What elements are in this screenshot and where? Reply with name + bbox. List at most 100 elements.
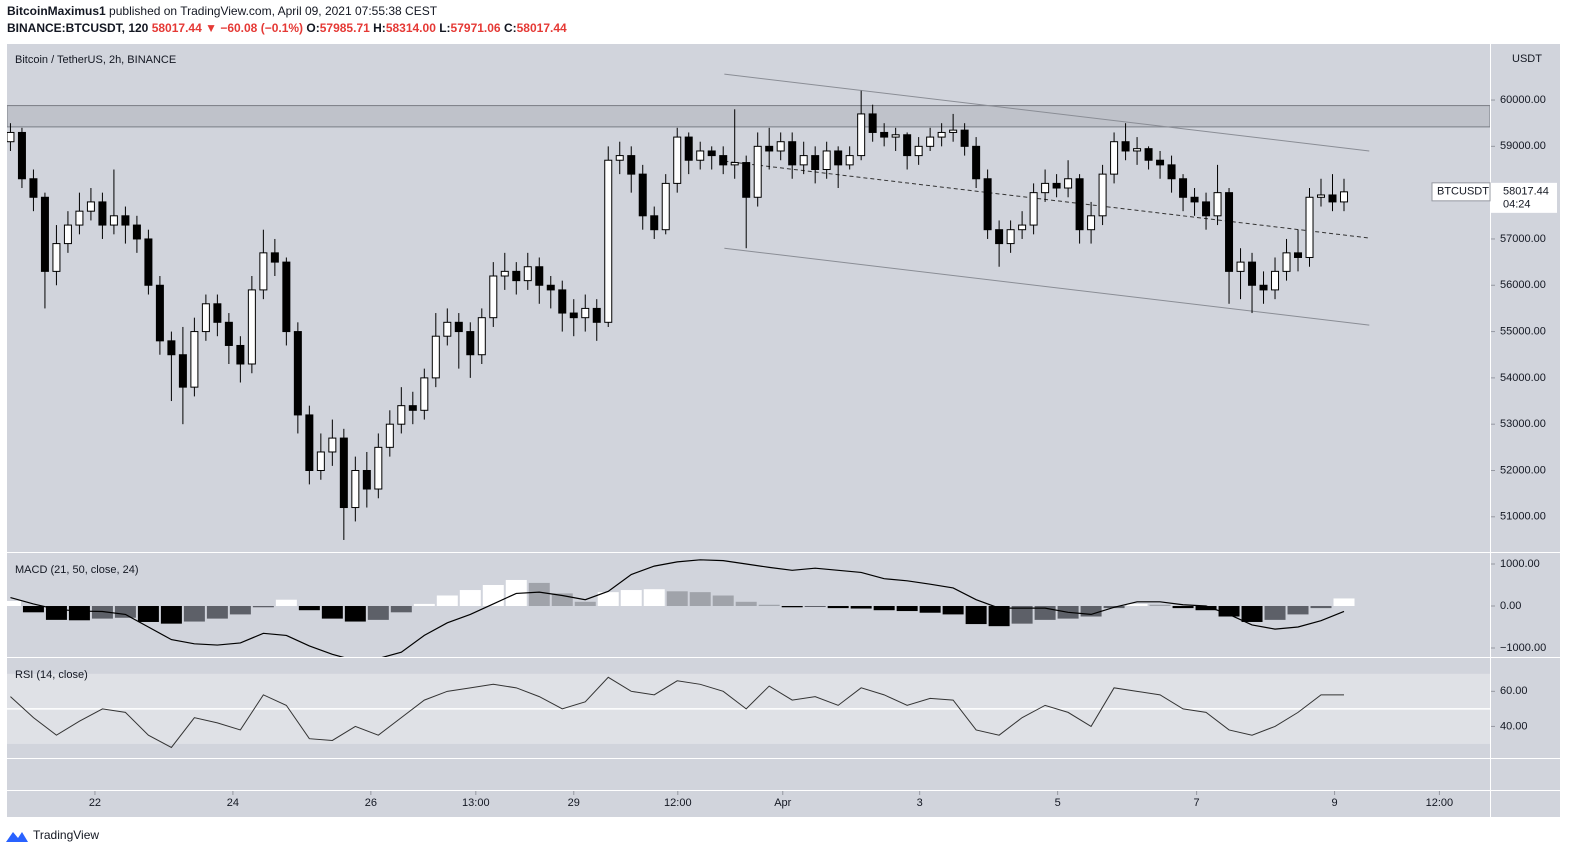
candle-body (914, 145, 923, 157)
candle-body (316, 451, 325, 471)
candle-body (1259, 284, 1268, 291)
candle-body (75, 210, 84, 226)
histogram-bar (689, 592, 711, 607)
candle-body (627, 155, 636, 175)
candle-body (995, 229, 1004, 245)
histogram-bar (781, 606, 803, 608)
candle-body (960, 129, 969, 147)
channel-line (724, 160, 1370, 239)
x-tick-label: 12:00 (1426, 797, 1454, 809)
y-tick-label: 51000.00 (1500, 511, 1546, 523)
symbol-label: BTCUSDT (1437, 186, 1489, 198)
candle-body (1110, 141, 1119, 175)
candle-body (1064, 178, 1073, 189)
candle-body (305, 414, 314, 471)
candle-body (972, 145, 981, 180)
candle-body (109, 215, 118, 226)
candle-body (535, 266, 544, 286)
symbol: BINANCE:BTCUSDT, 120 (7, 21, 149, 35)
publisher: BitcoinMaximus1 (7, 4, 106, 18)
candle-body (500, 270, 509, 277)
y-tick-label: 60.00 (1500, 685, 1528, 697)
histogram-bar (160, 606, 182, 624)
candle-body (1225, 192, 1234, 272)
candle-body (1052, 182, 1061, 189)
symbol-box (1431, 182, 1491, 202)
pane-title: Bitcoin / TetherUS, 2h, BINANCE (15, 54, 176, 66)
candle-body (466, 331, 475, 356)
x-tick-label: 13:00 (462, 797, 490, 809)
y-tick-label: 54000.00 (1500, 372, 1546, 384)
candle-body (178, 354, 187, 388)
histogram-bar (643, 589, 665, 607)
candle-body (1167, 164, 1176, 180)
rsi-pane (7, 673, 1490, 749)
x-tick-label: 7 (1194, 797, 1200, 809)
histogram-bar (528, 582, 550, 607)
candle-body (1098, 173, 1107, 217)
candle-body (121, 215, 130, 226)
candle-body (845, 155, 854, 166)
histogram-bar (1218, 606, 1240, 617)
candle-body (880, 131, 889, 138)
histogram-bar (252, 606, 274, 608)
candle-body (420, 377, 429, 411)
y-tick-label: 59000.00 (1500, 140, 1546, 152)
candle-body (270, 252, 279, 263)
candle-body (983, 178, 992, 231)
histogram-bar (229, 606, 251, 615)
y-tick-label: 56000.00 (1500, 279, 1546, 291)
candle-body (696, 150, 705, 161)
candle-body (1202, 201, 1211, 217)
ohlc-key: O: (306, 21, 319, 35)
histogram-bar (942, 606, 964, 615)
candle-body (949, 129, 958, 133)
candle-body (374, 446, 383, 490)
candle-body (155, 284, 164, 342)
candle-body (684, 136, 693, 161)
histogram-bar (1241, 606, 1263, 622)
candle-body (98, 201, 107, 226)
candle-body (1190, 196, 1199, 203)
candle-body (546, 284, 555, 291)
candle-body (282, 261, 291, 333)
candle-body (891, 134, 900, 138)
histogram-bar (988, 606, 1010, 627)
candle-body (443, 321, 452, 337)
histogram-bar (1333, 598, 1355, 607)
candle-body (1305, 196, 1314, 258)
histogram-bar (68, 606, 90, 621)
candle-body (523, 266, 532, 282)
histogram-bar (1080, 606, 1102, 617)
rsi-line (10, 676, 1344, 749)
ohlc-key: L: (439, 21, 450, 35)
histogram-bar (758, 604, 780, 607)
histogram-bar (735, 601, 757, 607)
candle-body (1029, 192, 1038, 226)
histogram-bar (7, 600, 21, 607)
price-pane (7, 73, 1490, 540)
candle-body (247, 289, 256, 365)
candle-body (351, 469, 360, 509)
candle-body (259, 252, 268, 291)
candle-body (1248, 261, 1257, 286)
candle-body (52, 243, 61, 272)
symbol-line: BINANCE:BTCUSDT, 120 58017.44 ▼ −60.08 (… (7, 21, 567, 35)
y-tick-label: 57000.00 (1500, 233, 1546, 245)
candle-body (1282, 252, 1291, 272)
candle-body (7, 131, 15, 143)
candle-body (742, 162, 751, 198)
candle-body (339, 437, 348, 509)
candle-body (1018, 224, 1027, 231)
candle-body (753, 145, 762, 198)
published: published on TradingView.com, April 09, … (109, 4, 438, 18)
change: ▼ −60.08 (−0.1%) (205, 21, 303, 35)
candle-body (615, 155, 624, 161)
candle-body (776, 141, 785, 152)
header-line: BitcoinMaximus1 published on TradingView… (7, 4, 438, 18)
histogram-bar (666, 591, 688, 607)
x-tick-label: 12:00 (664, 797, 692, 809)
histogram-bar (827, 606, 849, 609)
